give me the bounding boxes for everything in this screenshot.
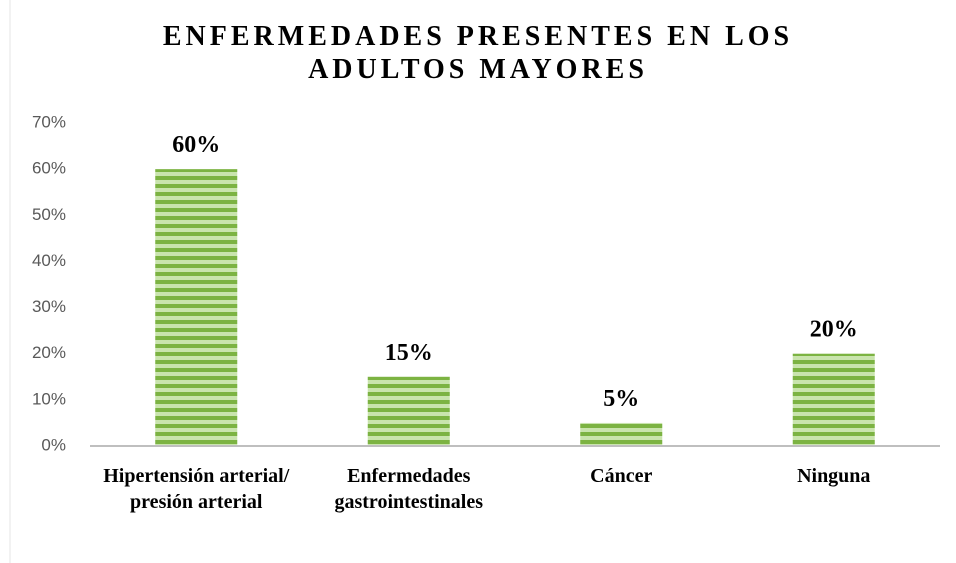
y-tick-label: 10% [32,389,66,408]
y-tick-label: 0% [41,435,66,454]
bar [792,353,875,446]
x-tick-label: Enfermedades gastrointestinales [334,465,483,513]
data-label: 5% [603,386,639,412]
y-tick-label: 50% [32,205,66,224]
y-tick-label: 60% [32,159,66,178]
bar [155,169,238,446]
x-tick-label: Ninguna [797,465,871,487]
bar [580,422,663,446]
y-tick-label: 40% [32,251,66,270]
data-label: 60% [172,132,220,158]
x-tick-label: Cáncer [590,465,653,487]
data-label: 15% [385,340,433,366]
y-tick-label: 20% [32,343,66,362]
y-tick-label: 30% [32,297,66,316]
x-tick-label: Hipertensión arterial/ presión arterial [103,465,290,513]
chart-title: ENFERMEDADES PRESENTES EN LOS ADULTOS MA… [162,21,794,85]
y-tick-label: 70% [32,112,66,131]
data-label: 20% [810,317,858,343]
bar [367,376,450,446]
